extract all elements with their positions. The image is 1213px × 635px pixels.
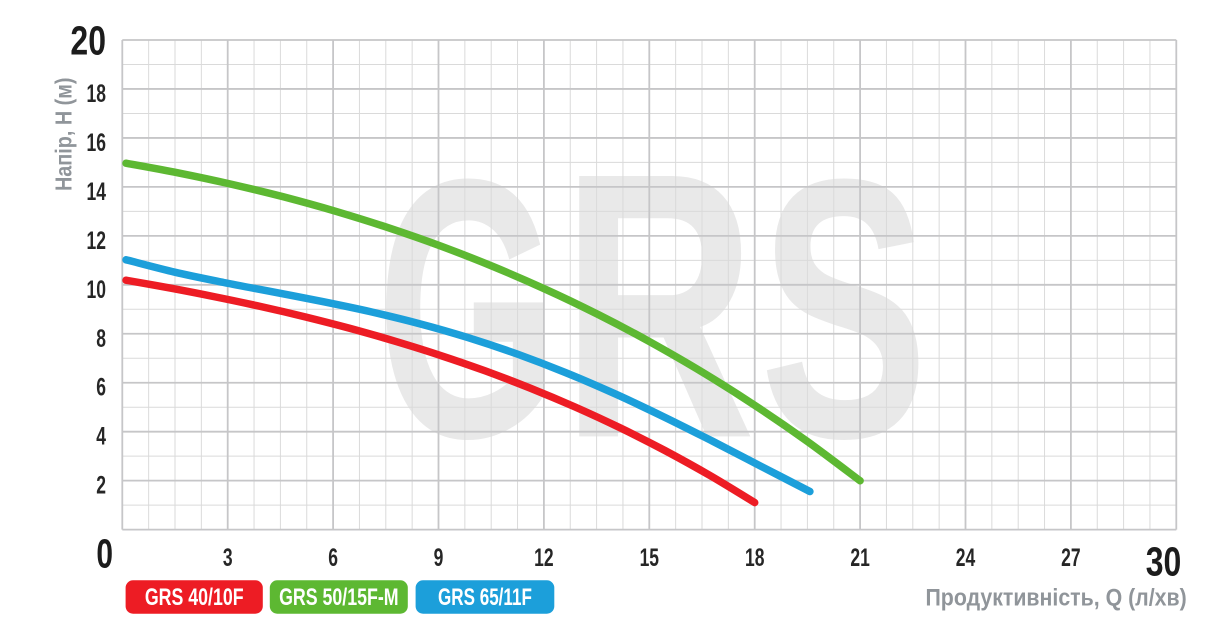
svg-text:8: 8 <box>96 324 106 353</box>
svg-text:GRS 50/15F-M: GRS 50/15F-M <box>279 585 398 611</box>
svg-text:24: 24 <box>956 543 975 572</box>
svg-text:12: 12 <box>87 226 106 255</box>
svg-text:6: 6 <box>328 543 338 572</box>
svg-text:Продуктивність, Q (л/хв): Продуктивність, Q (л/хв) <box>925 584 1186 610</box>
svg-text:16: 16 <box>87 128 106 157</box>
svg-text:6: 6 <box>96 373 106 402</box>
svg-text:30: 30 <box>1146 539 1182 585</box>
svg-text:4: 4 <box>96 422 106 451</box>
svg-text:3: 3 <box>223 543 233 572</box>
svg-text:Напір, H (м): Напір, H (м) <box>50 78 77 191</box>
svg-text:20: 20 <box>70 18 106 64</box>
svg-text:18: 18 <box>87 79 106 108</box>
svg-text:21: 21 <box>850 543 869 572</box>
svg-text:12: 12 <box>534 543 553 572</box>
svg-text:9: 9 <box>434 543 444 572</box>
svg-text:0: 0 <box>96 531 113 577</box>
svg-text:27: 27 <box>1061 543 1080 572</box>
svg-text:15: 15 <box>640 543 659 572</box>
svg-text:R: R <box>561 94 756 517</box>
svg-text:10: 10 <box>87 275 106 304</box>
svg-text:14: 14 <box>87 177 106 206</box>
svg-text:GRS 65/11F: GRS 65/11F <box>438 584 532 610</box>
svg-text:GRS 40/10F: GRS 40/10F <box>145 585 244 611</box>
svg-text:2: 2 <box>96 470 106 499</box>
svg-text:18: 18 <box>745 543 764 572</box>
